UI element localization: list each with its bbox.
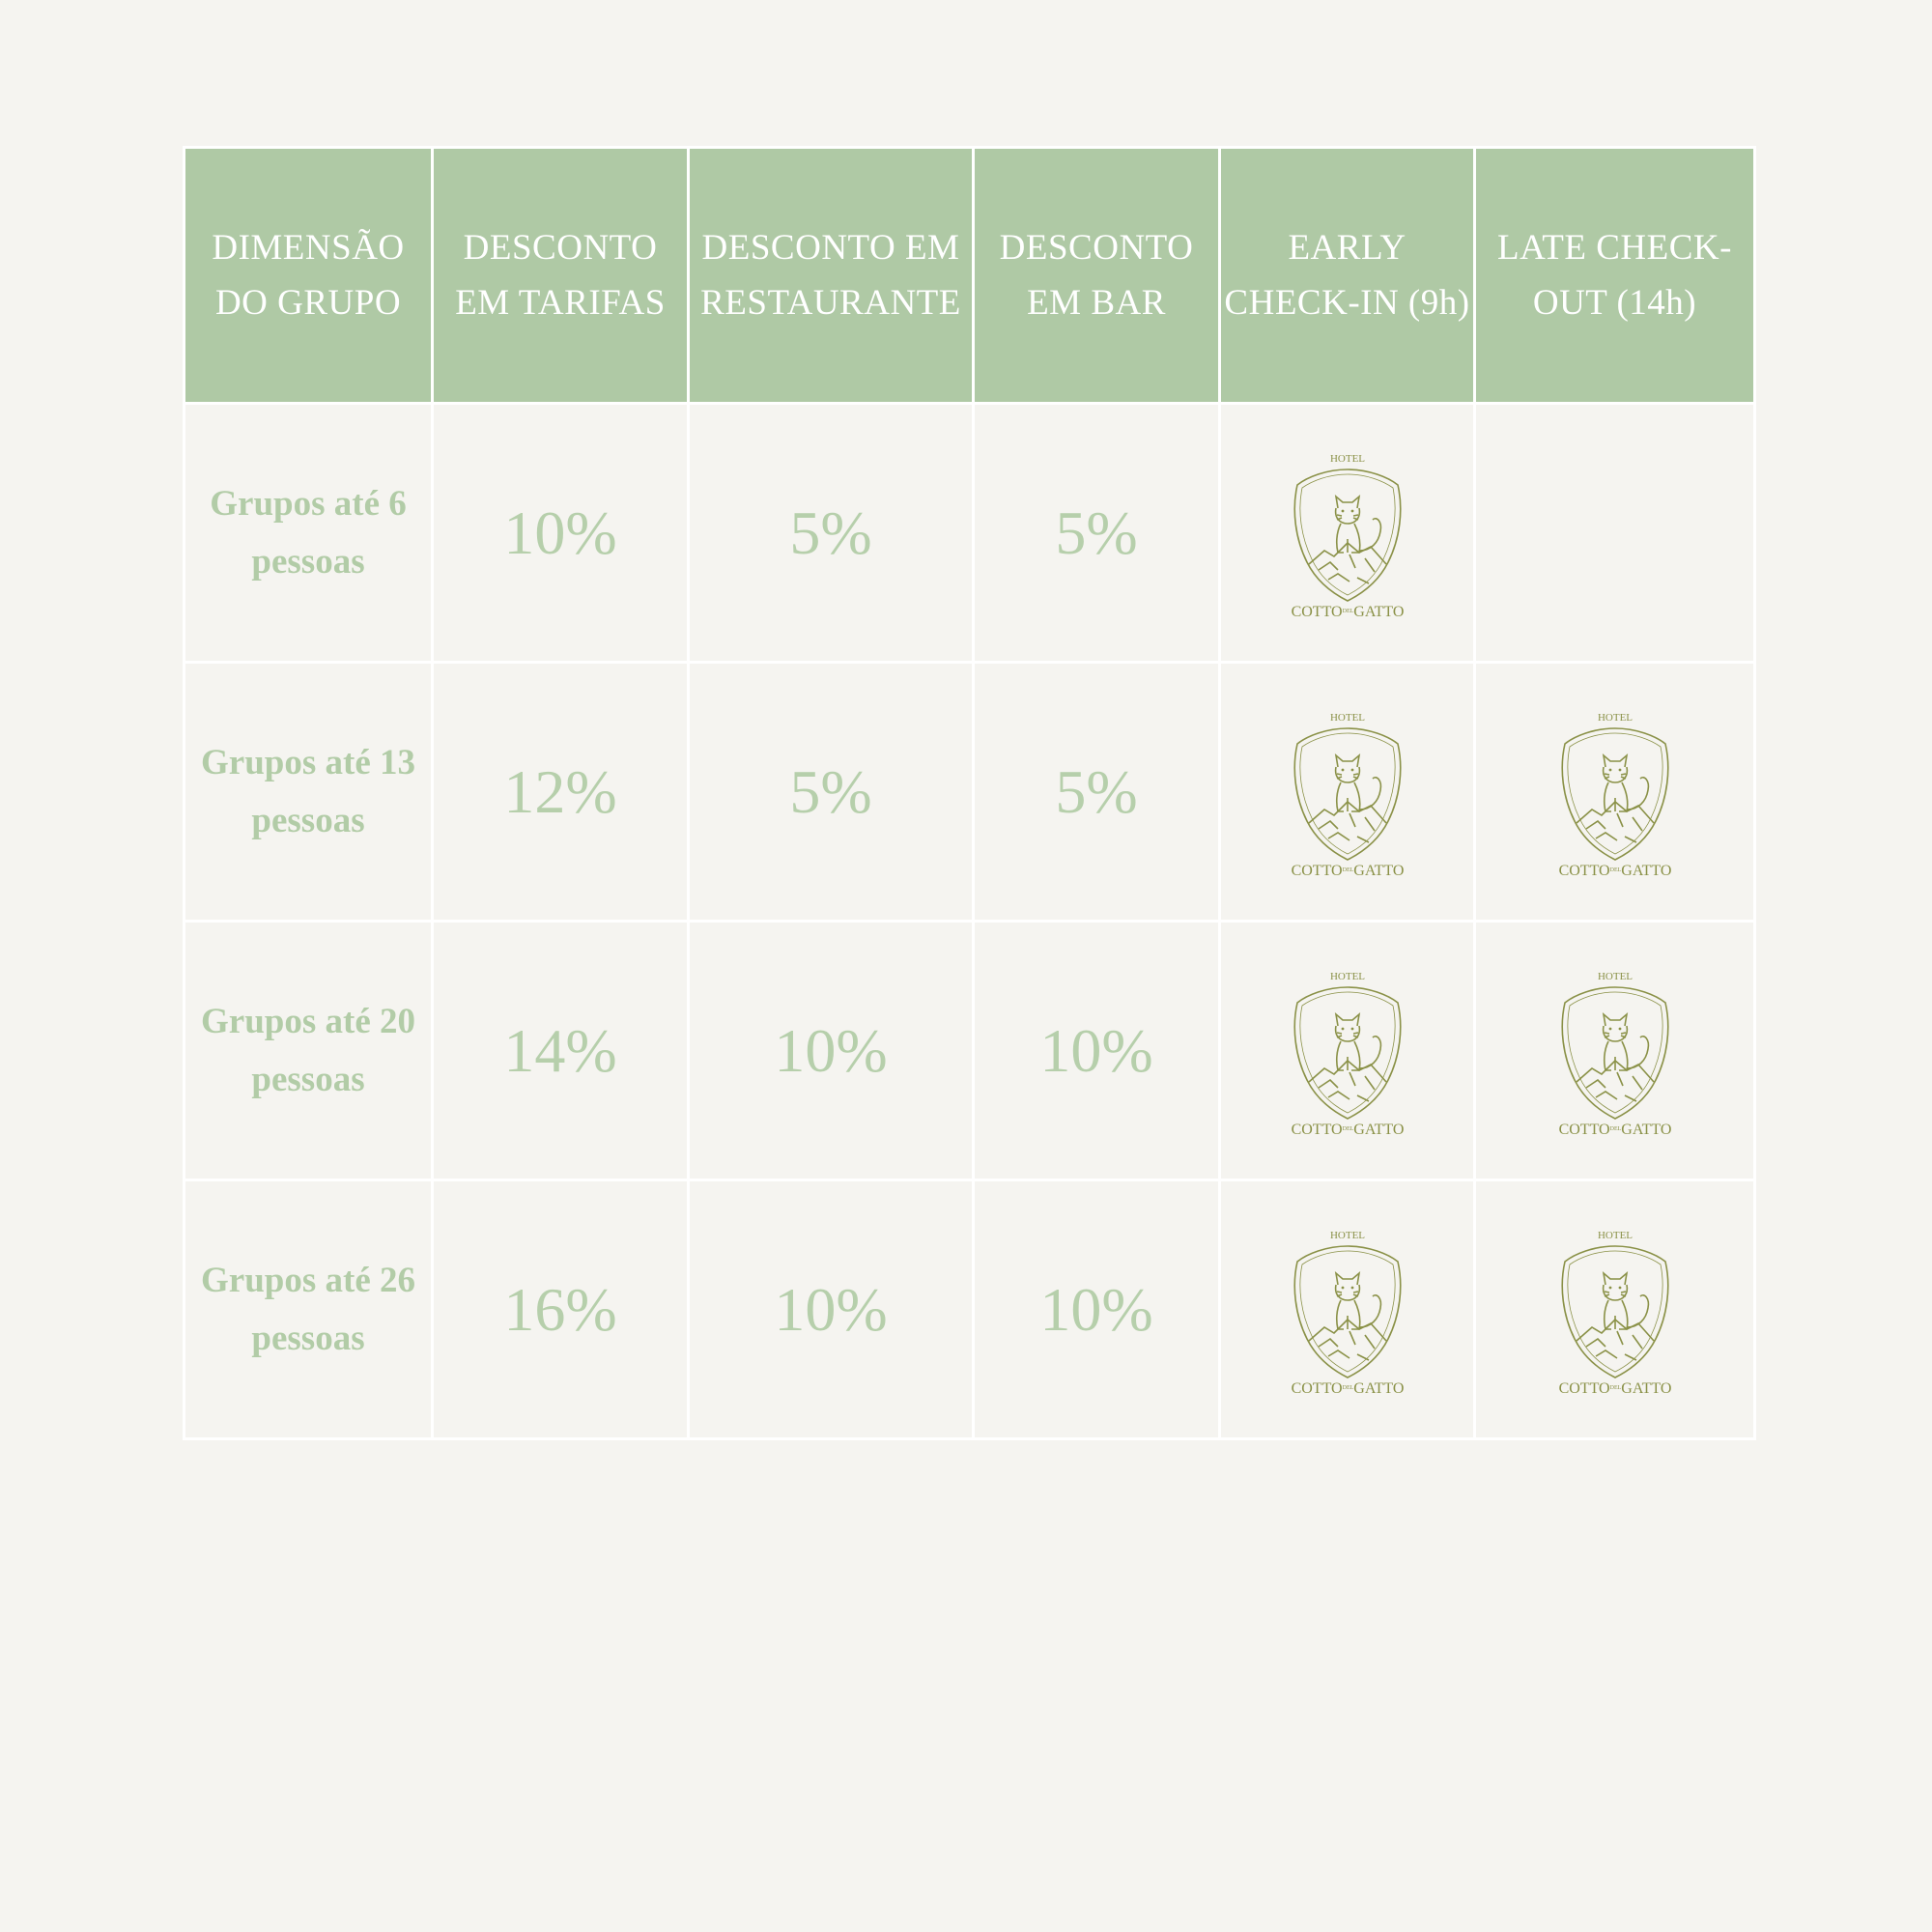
hotel-logo-icon: HOTEL COTTODELGATTO — [1291, 971, 1404, 1138]
header-restaurant-discount: DESCONTO EM RESTAURANTE — [687, 146, 975, 405]
hotel-logo-icon: HOTEL COTTODELGATTO — [1291, 712, 1404, 879]
group-size-cell: Grupos até 26 pessoas — [183, 1179, 434, 1440]
logo-name-text: COTTODELGATTO — [1291, 1380, 1404, 1397]
logo-name-text: COTTODELGATTO — [1558, 1122, 1671, 1138]
restaurant-discount-value: 10% — [774, 1274, 888, 1344]
bar-discount-value: 5% — [1055, 497, 1138, 567]
restaurant-discount-cell: 10% — [687, 920, 975, 1181]
bar-discount-cell: 5% — [972, 661, 1221, 923]
hotel-logo-icon: HOTEL COTTODELGATTO — [1558, 971, 1671, 1138]
rate-discount-cell: 10% — [431, 402, 690, 664]
table-row: Grupos até 6 pessoas 10% 5% 5% HOTEL COT… — [183, 402, 1756, 664]
restaurant-discount-cell: 5% — [687, 661, 975, 923]
table-row: Grupos até 26 pessoas 16% 10% 10% HOTEL … — [183, 1179, 1756, 1440]
hotel-logo-icon: HOTEL COTTODELGATTO — [1291, 453, 1404, 620]
restaurant-discount-value: 5% — [789, 497, 872, 567]
header-group-size: DIMENSÃO DO GRUPO — [183, 146, 434, 405]
late-checkout-cell — [1473, 402, 1756, 664]
rate-discount-cell: 12% — [431, 661, 690, 923]
rate-discount-cell: 14% — [431, 920, 690, 1181]
table-row: Grupos até 13 pessoas 12% 5% 5% HOTEL CO… — [183, 661, 1756, 923]
group-size-cell: Grupos até 13 pessoas — [183, 661, 434, 923]
logo-top-text: HOTEL — [1329, 453, 1364, 465]
rate-discount-cell: 16% — [431, 1179, 690, 1440]
logo-name-text: COTTODELGATTO — [1291, 604, 1404, 620]
bar-discount-value: 10% — [1039, 1015, 1153, 1085]
early-checkin-cell: HOTEL COTTODELGATTO — [1218, 1179, 1476, 1440]
bar-discount-value: 10% — [1039, 1274, 1153, 1344]
restaurant-discount-cell: 5% — [687, 402, 975, 664]
logo-top-text: HOTEL — [1597, 971, 1632, 982]
late-checkout-cell: HOTEL COTTODELGATTO — [1473, 661, 1756, 923]
logo-name-text: COTTODELGATTO — [1558, 1380, 1671, 1397]
hotel-logo-icon: HOTEL COTTODELGATTO — [1558, 1230, 1671, 1397]
logo-top-text: HOTEL — [1329, 971, 1364, 982]
bar-discount-cell: 10% — [972, 1179, 1221, 1440]
header-early-checkin: EARLY CHECK-IN (9h) — [1218, 146, 1476, 405]
early-checkin-cell: HOTEL COTTODELGATTO — [1218, 920, 1476, 1181]
rate-discount-value: 16% — [503, 1274, 617, 1344]
group-size-cell: Grupos até 6 pessoas — [183, 402, 434, 664]
logo-top-text: HOTEL — [1597, 712, 1632, 724]
early-checkin-cell: HOTEL COTTODELGATTO — [1218, 661, 1476, 923]
restaurant-discount-cell: 10% — [687, 1179, 975, 1440]
logo-name-text: COTTODELGATTO — [1558, 863, 1671, 879]
header-late-checkout: LATE CHECK-OUT (14h) — [1473, 146, 1756, 405]
early-checkin-cell: HOTEL COTTODELGATTO — [1218, 402, 1476, 664]
bar-discount-cell: 10% — [972, 920, 1221, 1181]
logo-name-text: COTTODELGATTO — [1291, 863, 1404, 879]
logo-top-text: HOTEL — [1329, 712, 1364, 724]
discount-table: DIMENSÃO DO GRUPO DESCONTO EM TARIFAS DE… — [183, 146, 1756, 1440]
bar-discount-cell: 5% — [972, 402, 1221, 664]
header-row: DIMENSÃO DO GRUPO DESCONTO EM TARIFAS DE… — [183, 146, 1756, 405]
header-rate-discount: DESCONTO EM TARIFAS — [431, 146, 690, 405]
header-bar-discount: DESCONTO EM BAR — [972, 146, 1221, 405]
restaurant-discount-value: 5% — [789, 756, 872, 826]
late-checkout-cell: HOTEL COTTODELGATTO — [1473, 920, 1756, 1181]
rate-discount-value: 14% — [503, 1015, 617, 1085]
hotel-logo-icon: HOTEL COTTODELGATTO — [1291, 1230, 1404, 1397]
table-row: Grupos até 20 pessoas 14% 10% 10% HOTEL … — [183, 920, 1756, 1181]
late-checkout-cell: HOTEL COTTODELGATTO — [1473, 1179, 1756, 1440]
group-size-cell: Grupos até 20 pessoas — [183, 920, 434, 1181]
bar-discount-value: 5% — [1055, 756, 1138, 826]
restaurant-discount-value: 10% — [774, 1015, 888, 1085]
rate-discount-value: 10% — [503, 497, 617, 567]
hotel-logo-icon: HOTEL COTTODELGATTO — [1558, 712, 1671, 879]
logo-top-text: HOTEL — [1329, 1230, 1364, 1241]
rate-discount-value: 12% — [503, 756, 617, 826]
logo-top-text: HOTEL — [1597, 1230, 1632, 1241]
logo-name-text: COTTODELGATTO — [1291, 1122, 1404, 1138]
